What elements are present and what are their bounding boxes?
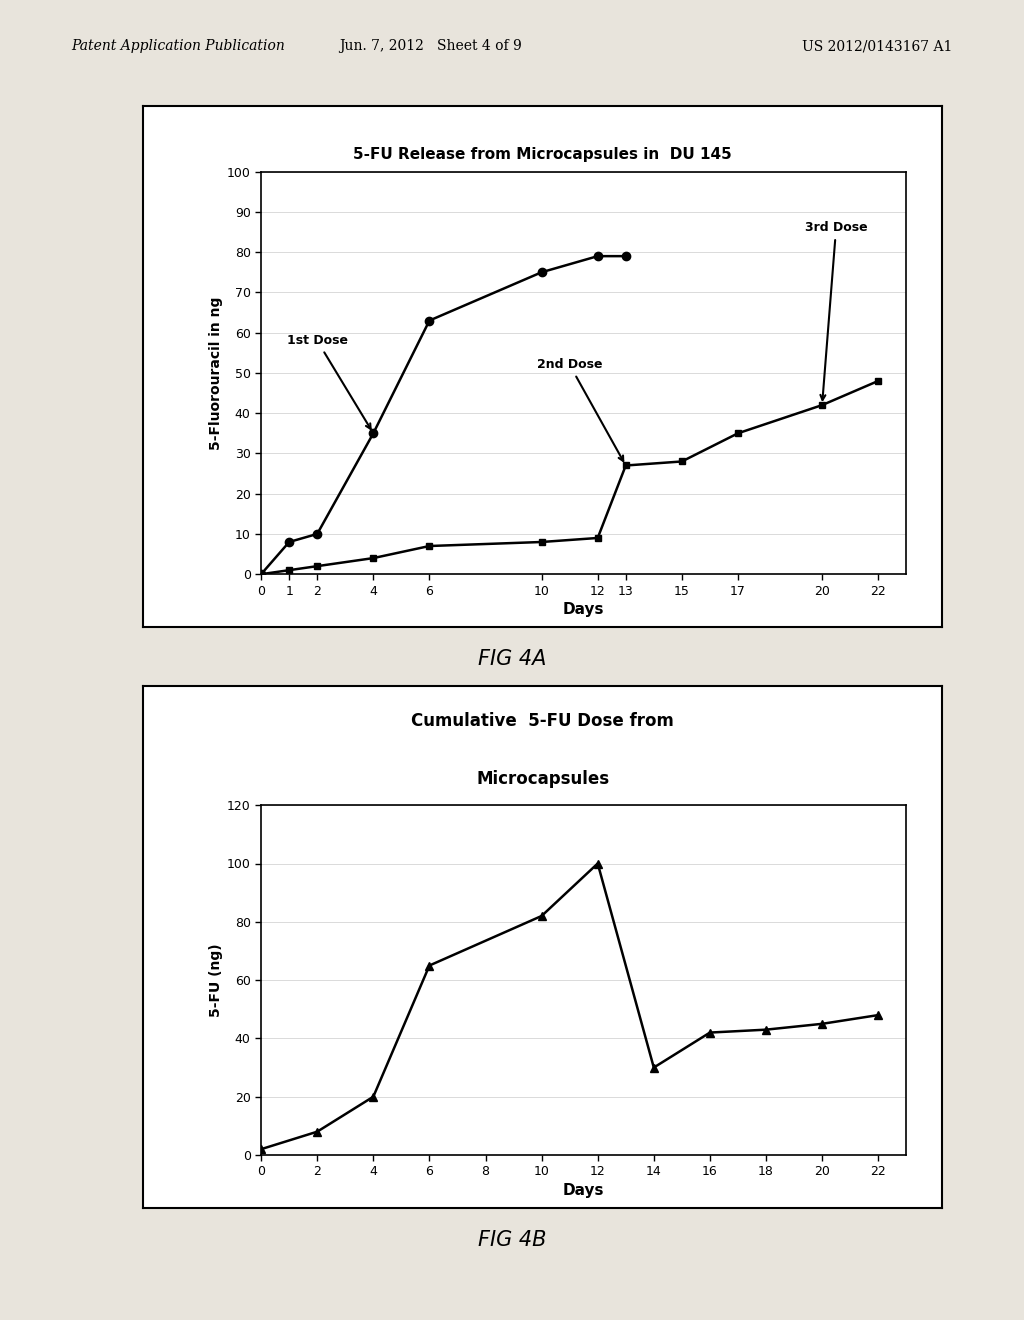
- Text: Prostate Tumors (MCC/5-FU): Prostate Tumors (MCC/5-FU): [421, 194, 665, 210]
- Text: Microcapsules: Microcapsules: [476, 770, 609, 788]
- Text: ( MCC/5-FU Only): ( MCC/5-FU Only): [463, 828, 623, 845]
- Text: 2nd Dose: 2nd Dose: [537, 358, 624, 461]
- X-axis label: Days: Days: [563, 602, 604, 616]
- Text: 3rd Dose: 3rd Dose: [805, 222, 867, 400]
- X-axis label: Days: Days: [563, 1183, 604, 1197]
- Text: FIG 4B: FIG 4B: [478, 1230, 546, 1250]
- Text: US 2012/0143167 A1: US 2012/0143167 A1: [802, 40, 952, 53]
- Y-axis label: 5-FU (ng): 5-FU (ng): [209, 944, 222, 1016]
- Text: 1st Dose: 1st Dose: [287, 334, 371, 429]
- Text: Jun. 7, 2012   Sheet 4 of 9: Jun. 7, 2012 Sheet 4 of 9: [339, 40, 521, 53]
- Y-axis label: 5-Fluorouracil in ng: 5-Fluorouracil in ng: [209, 296, 222, 450]
- Text: Cumulative  5-FU Dose from: Cumulative 5-FU Dose from: [412, 713, 674, 730]
- Text: FIG 4A: FIG 4A: [478, 649, 546, 669]
- Text: Patent Application Publication: Patent Application Publication: [72, 40, 286, 53]
- Text: 5-FU Release from Microcapsules in  DU 145: 5-FU Release from Microcapsules in DU 14…: [353, 148, 732, 162]
